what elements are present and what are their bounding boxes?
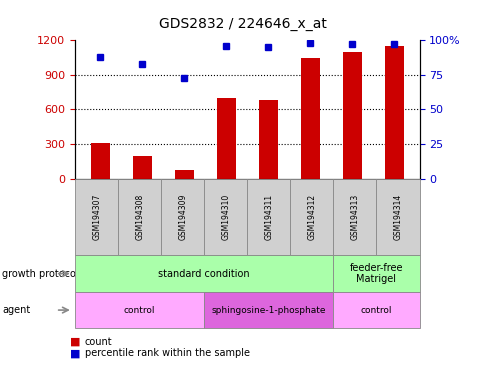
Bar [300, 58, 319, 179]
Bar [342, 52, 361, 179]
Text: GSM194309: GSM194309 [178, 194, 187, 240]
Text: ■: ■ [70, 337, 81, 347]
Text: ■: ■ [70, 348, 81, 358]
Bar [91, 143, 109, 179]
Text: sphingosine-1-phosphate: sphingosine-1-phosphate [211, 306, 325, 314]
Text: GSM194311: GSM194311 [264, 194, 273, 240]
Text: agent: agent [2, 305, 30, 315]
Text: feeder-free
Matrigel: feeder-free Matrigel [349, 263, 402, 285]
Bar [258, 100, 277, 179]
Text: control: control [360, 306, 392, 314]
Text: GSM194314: GSM194314 [393, 194, 402, 240]
Text: standard condition: standard condition [158, 268, 250, 279]
Text: GSM194312: GSM194312 [307, 194, 316, 240]
Text: count: count [85, 337, 112, 347]
Bar [384, 46, 403, 179]
Text: GSM194313: GSM194313 [350, 194, 359, 240]
Text: growth protocol: growth protocol [2, 268, 79, 279]
Text: GDS2832 / 224646_x_at: GDS2832 / 224646_x_at [158, 17, 326, 31]
Bar [133, 156, 151, 179]
Text: GSM194307: GSM194307 [92, 194, 101, 240]
Bar [216, 98, 235, 179]
Text: GSM194308: GSM194308 [135, 194, 144, 240]
Bar [175, 170, 194, 179]
Text: percentile rank within the sample: percentile rank within the sample [85, 348, 249, 358]
Text: GSM194310: GSM194310 [221, 194, 230, 240]
Text: control: control [124, 306, 155, 314]
